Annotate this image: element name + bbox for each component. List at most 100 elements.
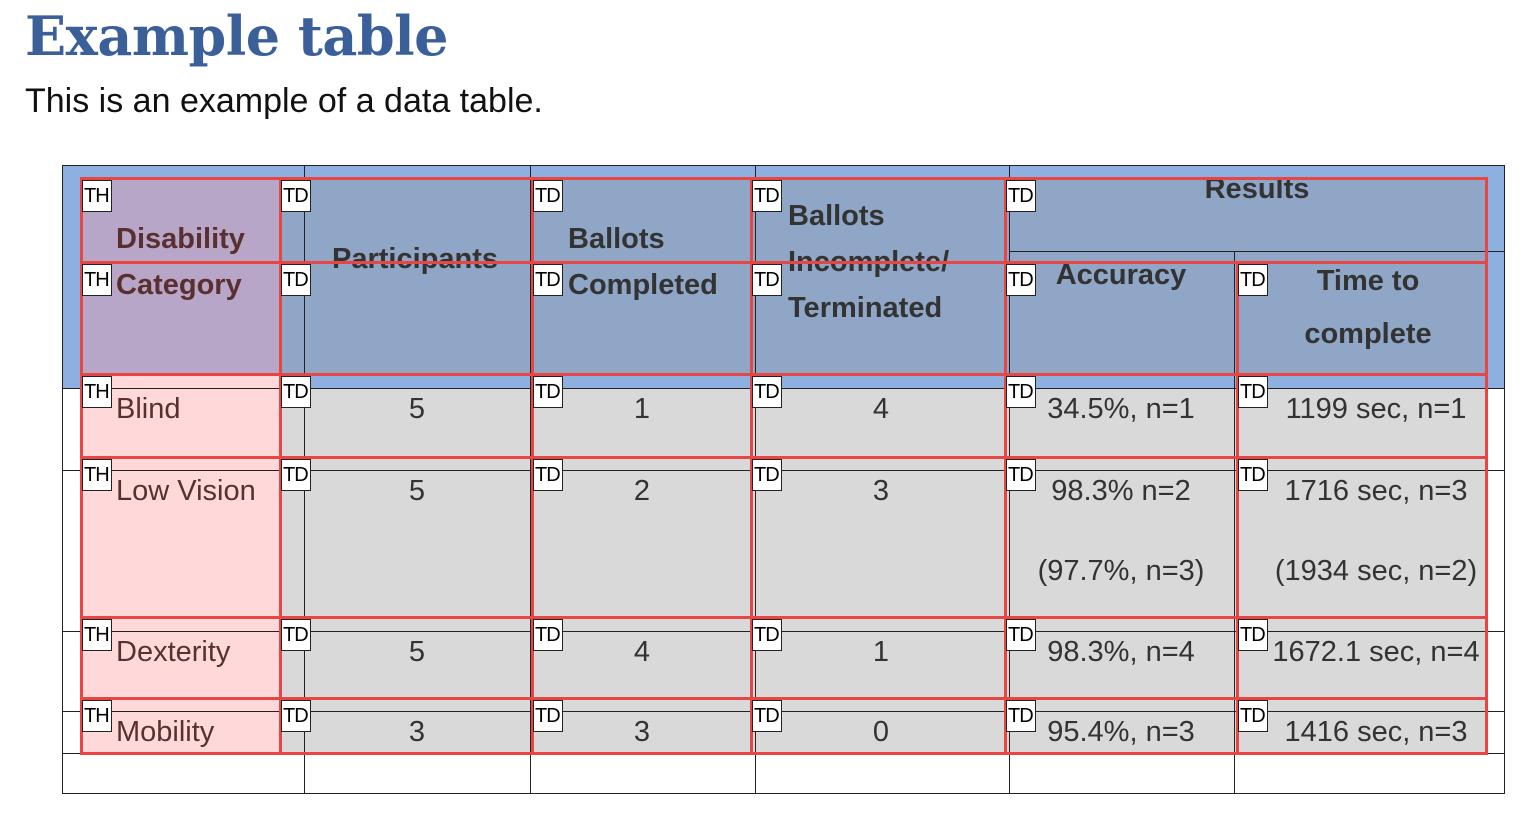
cell-completed: 1 — [633, 393, 651, 425]
overlay-cell-outline — [1236, 456, 1488, 619]
cell-participants: 5 — [408, 393, 426, 425]
overlay-tag-td: TD — [533, 264, 563, 296]
overlay-tag-th: TH — [82, 180, 112, 212]
overlay-cell-outline — [1236, 261, 1488, 376]
overlay-cell-outline — [279, 697, 534, 755]
overlay-tag-td: TD — [533, 459, 563, 491]
overlay-tag-td: TD — [752, 700, 782, 732]
table-border — [62, 793, 1505, 794]
overlay-tag-td: TD — [1238, 619, 1268, 651]
page-subtitle: This is an example of a data table. — [25, 82, 543, 120]
overlay-cell-outline — [750, 177, 1007, 264]
overlay-cell-outline — [279, 177, 534, 264]
overlay-cell-outline — [1004, 456, 1239, 619]
cell-category: Mobility — [116, 716, 215, 748]
header-disability-category: Disability Category — [116, 223, 245, 301]
table-border — [62, 165, 1505, 166]
overlay-tag-td: TD — [281, 180, 311, 212]
cell-participants: 5 — [408, 475, 426, 507]
overlay-tag-td: TD — [1006, 376, 1036, 408]
table-border — [1504, 165, 1505, 793]
overlay-tag-th: TH — [82, 700, 112, 732]
cell-participants: 3 — [408, 716, 426, 748]
cell-completed: 3 — [633, 716, 651, 748]
overlay-tag-td: TD — [1238, 264, 1268, 296]
cell-category: Blind — [116, 393, 181, 425]
overlay-tag-td: TD — [752, 180, 782, 212]
overlay-tag-td: TD — [1006, 264, 1036, 296]
overlay-cell-outline — [1236, 373, 1488, 459]
overlay-tag-td: TD — [752, 459, 782, 491]
overlay-cell-outline — [1236, 697, 1488, 755]
overlay-cell-outline — [1004, 697, 1239, 755]
overlay-cell-outline — [1004, 261, 1239, 376]
th-body-fill — [80, 373, 279, 752]
overlay-tag-th: TH — [82, 459, 112, 491]
overlay-cell-outline — [750, 373, 1007, 459]
cell-accuracy: 34.5%, n=1 — [1047, 393, 1195, 425]
cell-completed: 4 — [633, 636, 651, 668]
column-line — [1234, 251, 1235, 793]
overlay-cell-outline — [531, 616, 753, 700]
overlay-tag-td: TD — [1238, 700, 1268, 732]
cell-accuracy: 95.4%, n=3 — [1047, 716, 1195, 748]
overlay-cell-outline — [750, 261, 1007, 376]
cell-time: 1199 sec, n=1 — [1285, 393, 1467, 425]
overlay-tag-td: TD — [1006, 619, 1036, 651]
overlay-tag-td: TD — [752, 619, 782, 651]
cell-accuracy2: (97.7%, n=3) — [1037, 555, 1205, 587]
overlay-tag-td: TD — [281, 619, 311, 651]
overlay-tag-th: TH — [82, 619, 112, 651]
row-line — [62, 388, 1505, 389]
overlay-tag-td: TD — [1006, 180, 1036, 212]
header-accuracy: Accuracy — [1055, 259, 1187, 291]
overlay-tag-td: TD — [533, 376, 563, 408]
overlay-tag-td: TD — [281, 459, 311, 491]
row-line — [62, 711, 1505, 712]
cell-accuracy: 98.3%, n=4 — [1047, 636, 1195, 668]
cell-incomplete: 0 — [872, 716, 890, 748]
overlay-tag-td: TD — [281, 376, 311, 408]
overlay-tag-td: TD — [752, 264, 782, 296]
th-header-fill — [80, 177, 279, 373]
overlay-cell-outline — [531, 177, 753, 264]
cell-completed: 2 — [633, 475, 651, 507]
cell-incomplete: 3 — [872, 475, 890, 507]
overlay-tag-td: TD — [1006, 700, 1036, 732]
cell-time2: (1934 sec, n=2) — [1274, 555, 1478, 587]
overlay-cell-outline — [1004, 177, 1488, 264]
cell-incomplete: 1 — [872, 636, 890, 668]
table-border — [62, 165, 63, 793]
overlay-cell-outline — [531, 373, 753, 459]
overlay-tag-td: TD — [533, 180, 563, 212]
overlay-cell-outline — [1236, 616, 1488, 700]
body-fill — [279, 388, 1485, 752]
overlay-cell-outline — [279, 373, 534, 459]
overlay-cell-outline — [531, 456, 753, 619]
overlay-cell-outline — [750, 456, 1007, 619]
cell-incomplete: 4 — [872, 393, 890, 425]
overlay-cell-outline — [1004, 616, 1239, 700]
overlay-cell-outline — [279, 616, 534, 700]
row-line — [62, 631, 1505, 632]
overlay-tag-td: TD — [533, 619, 563, 651]
column-line — [530, 165, 531, 793]
overlay-tag-th: TH — [82, 264, 112, 296]
overlay-cell-outline — [531, 697, 753, 755]
overlay-cell-outline — [1004, 373, 1239, 459]
overlay-tag-td: TD — [281, 264, 311, 296]
overlay-tag-td: TD — [281, 700, 311, 732]
overlay-tag-td: TD — [1238, 376, 1268, 408]
overlay-cell-outline — [279, 456, 534, 619]
header-ballots-completed: Ballots Completed — [568, 223, 718, 301]
overlay-cell-outline — [279, 261, 534, 376]
cell-participants: 5 — [408, 636, 426, 668]
header-participants: Participants — [332, 243, 498, 275]
overlay-tag-td: TD — [533, 700, 563, 732]
overlay-cell-outline — [531, 261, 753, 376]
page-title: Example table — [25, 4, 448, 68]
cell-accuracy: 98.3% n=2 — [1051, 475, 1191, 507]
cell-category: Dexterity — [116, 636, 231, 668]
cell-category: Low Vision — [116, 475, 256, 507]
header-time-to-complete: Time to complete — [1304, 265, 1432, 350]
